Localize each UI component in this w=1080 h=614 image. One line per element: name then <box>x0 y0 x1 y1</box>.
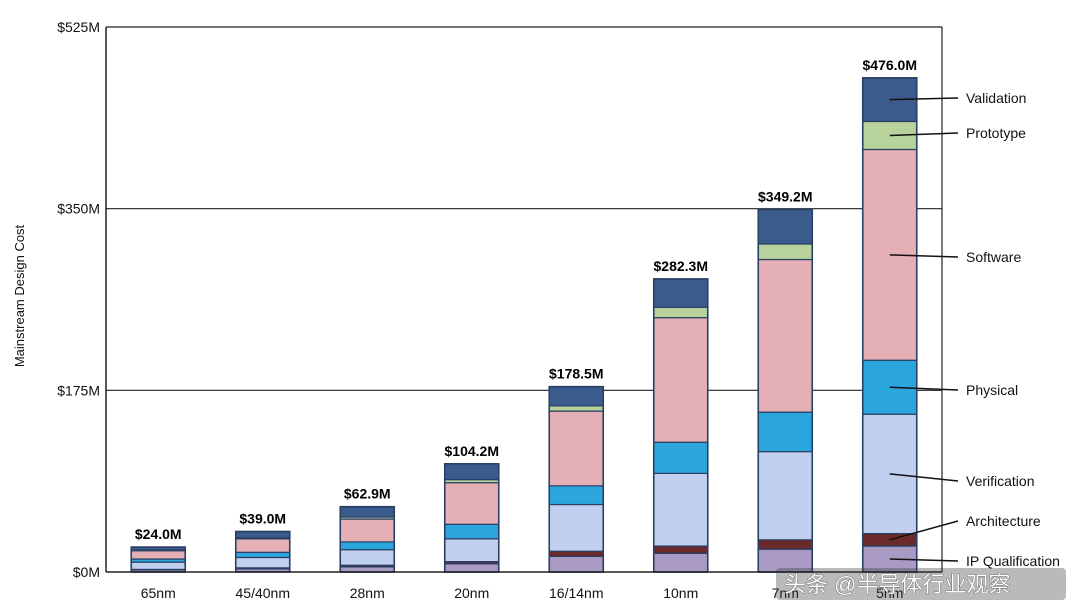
segment-verification <box>757 450 813 541</box>
legend-label: Validation <box>966 90 1026 106</box>
legend: Validation Prototype Software Physical Verif… <box>889 90 1060 569</box>
segment-architecture <box>548 550 604 558</box>
segment-software <box>653 317 709 443</box>
segment-verification <box>653 472 709 547</box>
bar-16-14nm <box>548 385 605 573</box>
segment-architecture <box>653 545 709 554</box>
segment-software <box>757 258 813 413</box>
x-tick-label: 65nm <box>141 585 176 601</box>
segment-ip-qualification <box>548 555 604 573</box>
total-label: $104.2M <box>445 443 499 459</box>
total-label: $282.3M <box>654 258 708 274</box>
legend-leader-line <box>889 97 959 101</box>
bar-45-40nm <box>234 530 291 573</box>
bar-28nm <box>339 505 396 573</box>
x-axis-categories: 65nm 45/40nm 28nm 20nm 16/14nm 10nm 7nm 5nm <box>141 585 904 601</box>
y-axis-label: Mainstream Design Cost <box>12 224 27 367</box>
segment-physical <box>339 541 395 551</box>
segment-physical <box>757 411 813 453</box>
segment-validation <box>548 386 604 407</box>
legend-leader-line <box>889 473 959 482</box>
x-tick-label: 45/40nm <box>236 585 290 601</box>
segment-prototype <box>653 306 709 319</box>
x-tick-label: 20nm <box>454 585 489 601</box>
y-axis-ticks: $0M $175M $350M $525M <box>57 19 100 580</box>
total-labels: $24.0M $39.0M $62.9M $104.2M $178.5M $282.3M $… <box>135 57 917 542</box>
watermark-badge <box>776 568 1066 600</box>
bar-5nm <box>861 77 918 573</box>
segment-software <box>130 550 186 560</box>
segment-software <box>548 410 604 487</box>
gridlines <box>106 208 942 391</box>
total-label: $178.5M <box>549 366 603 382</box>
total-label: $24.0M <box>135 526 182 542</box>
segment-verification <box>130 561 186 571</box>
legend-label: Software <box>966 249 1021 265</box>
legend-label: Verification <box>966 473 1034 489</box>
total-label: $476.0M <box>863 57 917 73</box>
bar-10nm <box>652 278 709 573</box>
segment-validation <box>757 208 813 245</box>
legend-label: Architecture <box>966 513 1041 529</box>
y-tick-label: $525M <box>57 19 100 35</box>
x-tick-label: 10nm <box>663 585 698 601</box>
segment-physical <box>653 441 709 474</box>
legend-leader-line <box>889 132 959 137</box>
segment-ip-qualification <box>444 563 500 573</box>
y-tick-label: $175M <box>57 382 100 398</box>
x-tick-label: 28nm <box>350 585 385 601</box>
segment-physical <box>548 485 604 506</box>
legend-label: IP Qualification <box>966 553 1060 569</box>
segment-prototype <box>548 405 604 412</box>
bar-20nm <box>443 463 500 573</box>
legend-leader-line <box>889 254 959 258</box>
x-tick-label: 5nm <box>876 585 903 601</box>
segment-verification <box>548 503 604 552</box>
watermark-text: 头条 @半导体行业观察 <box>784 572 1010 597</box>
segment-verification <box>235 556 291 569</box>
segment-validation <box>444 463 500 481</box>
segment-software <box>339 518 395 543</box>
segment-architecture <box>757 539 813 550</box>
segment-physical <box>235 551 291 559</box>
legend-leader-line <box>889 386 959 391</box>
axes-frame <box>105 26 943 573</box>
x-tick-label: 16/14nm <box>549 585 603 601</box>
total-label: $39.0M <box>239 511 286 527</box>
stacked-bars <box>130 77 918 573</box>
segment-software <box>235 538 291 553</box>
legend-leader-line <box>889 520 959 541</box>
segment-prototype <box>757 243 813 261</box>
segment-validation <box>235 530 291 539</box>
segment-software <box>444 482 500 525</box>
y-tick-label: $0M <box>73 564 100 580</box>
total-label: $62.9M <box>344 486 391 502</box>
total-label: $349.2M <box>758 188 812 204</box>
segment-physical <box>444 523 500 540</box>
legend-leader-line <box>889 558 959 562</box>
legend-label: Prototype <box>966 125 1026 141</box>
bar-7nm <box>757 208 814 573</box>
segment-validation <box>653 278 709 308</box>
bar-65nm <box>130 546 187 573</box>
segment-verification <box>444 538 500 563</box>
segment-ip-qualification <box>653 552 709 573</box>
x-tick-label: 7nm <box>772 585 799 601</box>
y-tick-label: $350M <box>57 201 100 217</box>
watermark: 头条 @半导体行业观察 <box>776 568 1066 600</box>
segment-verification <box>339 549 395 566</box>
legend-label: Physical <box>966 382 1018 398</box>
segment-validation <box>339 506 395 518</box>
